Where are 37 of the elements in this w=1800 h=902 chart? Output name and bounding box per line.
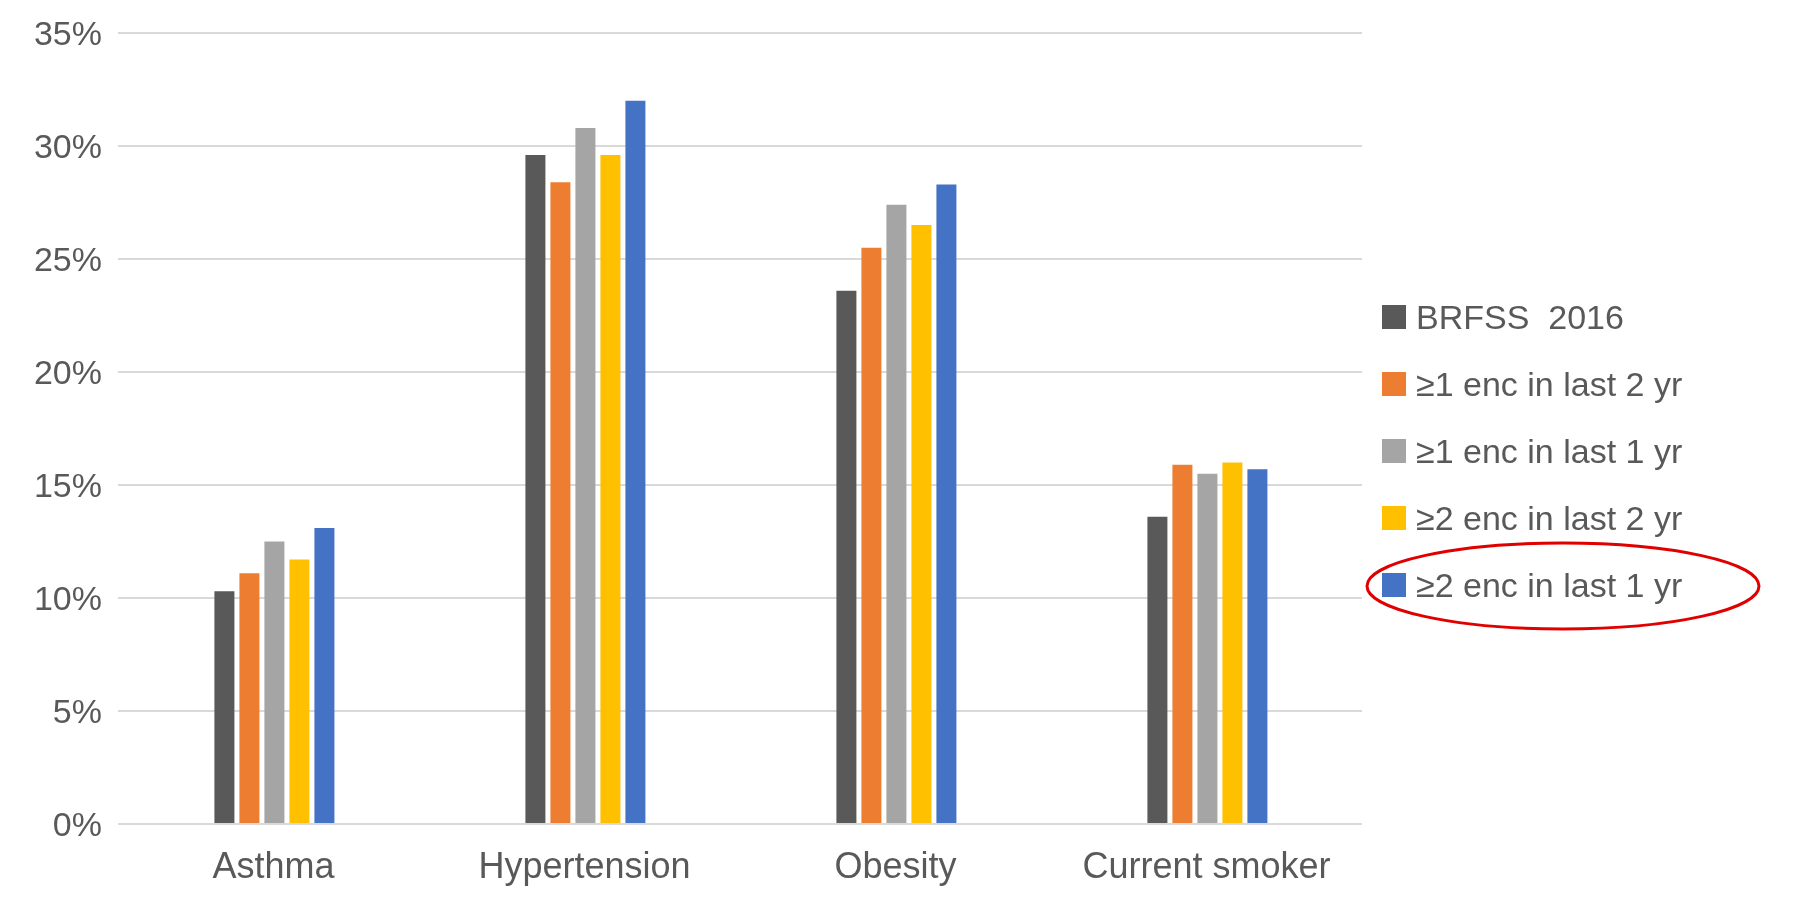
bar xyxy=(239,573,260,824)
bar xyxy=(264,541,285,824)
bar xyxy=(1147,516,1168,824)
legend-label: BRFSS 2016 xyxy=(1416,297,1624,337)
y-tick-label: 15% xyxy=(33,466,102,505)
x-tick-label: Hypertension xyxy=(478,844,691,886)
bar xyxy=(600,155,621,824)
bar xyxy=(1247,469,1268,824)
bar xyxy=(936,184,957,824)
bar xyxy=(886,204,907,824)
bar xyxy=(214,591,235,824)
bar xyxy=(1222,462,1243,824)
x-tick-label: Obesity xyxy=(834,844,957,886)
legend-label: ≥1 enc in last 2 yr xyxy=(1416,364,1683,404)
bar xyxy=(1197,473,1218,824)
bar xyxy=(836,290,857,824)
bar xyxy=(314,527,335,824)
y-tick-label: 10% xyxy=(33,579,102,618)
y-tick-label: 25% xyxy=(33,240,102,279)
bar xyxy=(625,100,646,824)
y-tick-label: 35% xyxy=(33,14,102,53)
bar xyxy=(1172,464,1193,824)
x-tick-label: Current smoker xyxy=(1082,844,1331,886)
y-tick-label: 0% xyxy=(52,805,102,844)
legend-label: ≥2 enc in last 1 yr xyxy=(1416,565,1683,605)
bar xyxy=(525,155,546,824)
y-tick-label: 30% xyxy=(33,127,102,166)
bar xyxy=(861,247,882,824)
bar xyxy=(911,225,932,824)
y-tick-label: 20% xyxy=(33,353,102,392)
bar xyxy=(550,182,571,824)
legend-label: ≥1 enc in last 1 yr xyxy=(1416,431,1683,471)
y-tick-label: 5% xyxy=(52,692,102,731)
bar xyxy=(575,127,596,824)
legend-label: ≥2 enc in last 2 yr xyxy=(1416,498,1683,538)
bar xyxy=(289,559,310,824)
x-tick-label: Asthma xyxy=(212,844,336,886)
